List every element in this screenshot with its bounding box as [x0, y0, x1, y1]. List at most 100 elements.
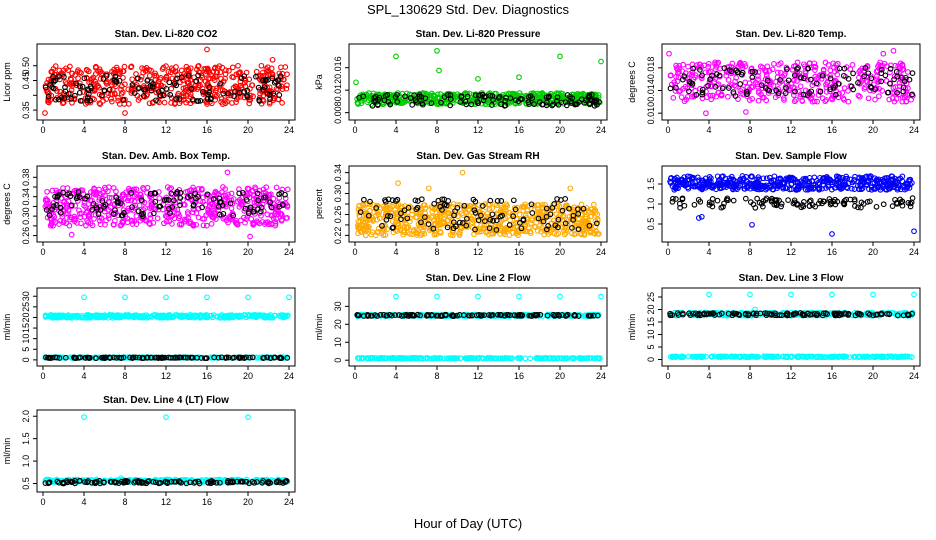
data-point	[886, 96, 893, 103]
outlier-point	[286, 294, 292, 301]
data-point	[83, 222, 89, 229]
data-point	[549, 102, 555, 109]
data-point	[406, 98, 413, 104]
data-point	[217, 69, 224, 76]
data-point	[847, 66, 854, 72]
data-point	[188, 220, 194, 227]
data-point	[244, 198, 251, 205]
data-point	[707, 83, 714, 89]
data-point	[862, 65, 869, 71]
data-point	[83, 74, 90, 81]
y-tick-label: 0.38	[21, 169, 31, 187]
x-tick-label: 8	[434, 247, 439, 257]
data-point	[728, 68, 735, 75]
data-point	[208, 95, 214, 102]
data-point	[716, 72, 723, 79]
y-tick-label: 30	[333, 301, 343, 311]
data-point	[180, 90, 187, 97]
y-tick-label: 0.34	[21, 188, 31, 206]
data-point	[195, 205, 202, 212]
data-point	[112, 91, 118, 97]
data-point	[755, 97, 762, 104]
data-point	[732, 78, 738, 85]
data-point	[206, 84, 213, 90]
data-point	[230, 212, 237, 219]
data-point	[120, 74, 126, 81]
data-point	[845, 88, 851, 94]
data-point	[67, 81, 73, 87]
data-point	[170, 67, 177, 73]
data-point	[899, 98, 906, 105]
data-point	[147, 221, 153, 227]
data-point	[742, 195, 749, 202]
data-point	[151, 190, 158, 196]
data-point	[681, 98, 688, 105]
data-point	[581, 99, 588, 106]
data-point	[510, 197, 517, 204]
data-point	[736, 61, 743, 68]
series-2	[43, 189, 288, 219]
data-point	[97, 68, 104, 75]
x-tick-label: 20	[555, 247, 565, 257]
y-tick-label: 0.010	[646, 102, 656, 125]
data-point	[725, 85, 732, 91]
data-point	[755, 69, 762, 75]
data-point	[272, 78, 279, 85]
data-point	[759, 94, 766, 101]
data-point	[817, 88, 824, 95]
data-point	[123, 189, 129, 196]
data-point	[447, 102, 454, 109]
data-point	[755, 76, 761, 83]
data-point	[234, 221, 240, 228]
data-point	[270, 90, 277, 97]
y-tick-label: 0	[333, 358, 343, 363]
data-point	[115, 97, 121, 104]
data-point	[891, 76, 897, 83]
y-tick-label: 1.5	[646, 178, 656, 191]
data-point	[816, 72, 823, 78]
data-point	[689, 69, 696, 76]
data-point	[128, 64, 134, 71]
data-point	[177, 202, 183, 208]
series-2	[356, 91, 602, 109]
data-point	[240, 189, 246, 196]
data-point	[153, 97, 159, 104]
data-point	[213, 73, 220, 80]
y-tick-label: 0.35	[21, 101, 31, 119]
data-point	[399, 100, 406, 106]
data-point	[470, 203, 477, 210]
data-point	[65, 207, 72, 214]
outlier-point	[436, 67, 442, 74]
data-point	[213, 93, 219, 100]
data-point	[68, 95, 75, 102]
data-point	[166, 79, 173, 86]
data-point	[273, 216, 280, 222]
data-point	[72, 72, 78, 78]
panel-title: Stan. Dev. Li-820 Temp.	[736, 29, 847, 40]
data-point	[896, 80, 903, 86]
series-2	[667, 65, 916, 99]
x-tick-label: 12	[161, 247, 171, 257]
data-point	[699, 89, 706, 96]
data-point	[173, 96, 180, 102]
data-point	[463, 101, 470, 108]
data-point	[841, 85, 848, 91]
data-point	[43, 207, 50, 213]
data-point	[101, 184, 108, 191]
data-point	[217, 199, 223, 206]
data-point	[714, 60, 720, 67]
y-tick-label: 30	[21, 291, 31, 301]
data-point	[211, 209, 218, 216]
data-point	[705, 63, 712, 70]
data-point	[554, 94, 561, 101]
series-2	[42, 72, 284, 104]
data-point	[197, 97, 204, 104]
data-point	[148, 201, 155, 208]
data-point	[233, 220, 240, 227]
data-point	[872, 96, 878, 103]
data-point	[42, 84, 49, 91]
data-point	[544, 99, 550, 106]
data-point	[764, 77, 771, 84]
data-point	[68, 87, 75, 93]
